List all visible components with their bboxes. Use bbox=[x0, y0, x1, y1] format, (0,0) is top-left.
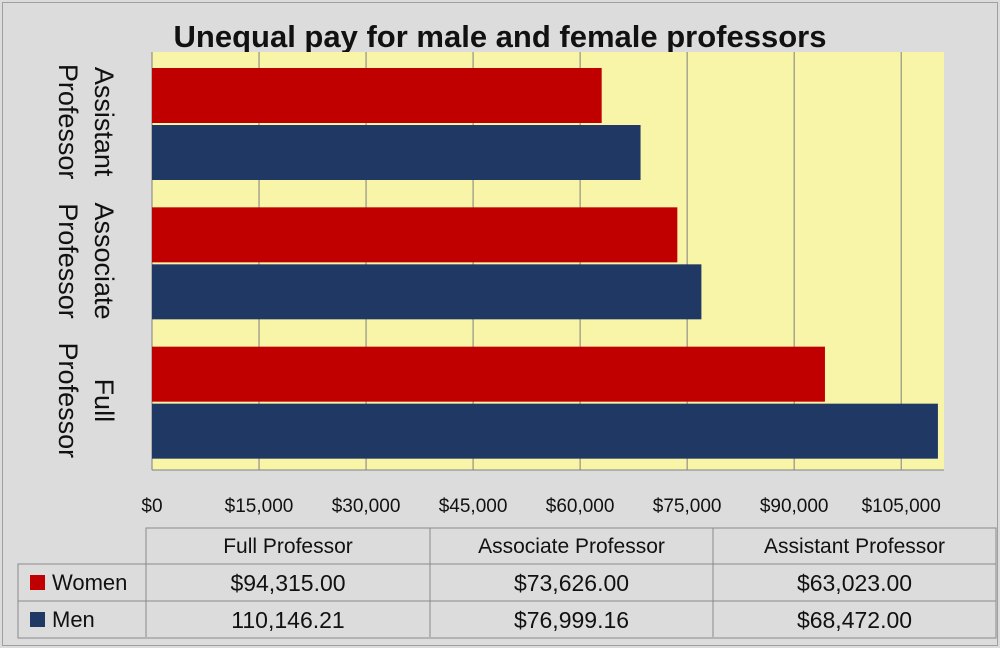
bar-men bbox=[152, 264, 702, 320]
y-category-label: Professor bbox=[53, 64, 83, 180]
table-cell: $94,315.00 bbox=[230, 570, 345, 596]
x-tick-label: $30,000 bbox=[332, 496, 401, 517]
bar-women bbox=[152, 68, 602, 123]
table-header: Assistant Professor bbox=[764, 535, 945, 558]
table-cell: $68,472.00 bbox=[797, 607, 912, 633]
bar-women bbox=[152, 207, 678, 263]
legend-label: Women bbox=[52, 570, 127, 595]
bar-women bbox=[152, 346, 825, 402]
table-cell: $73,626.00 bbox=[514, 570, 629, 596]
bar-men bbox=[152, 403, 938, 459]
x-tick-label: $15,000 bbox=[225, 496, 294, 517]
y-category-label: Full bbox=[89, 379, 119, 423]
bar-men bbox=[152, 125, 641, 180]
y-category-label: Professor bbox=[53, 343, 83, 459]
legend-swatch-men bbox=[30, 612, 45, 627]
x-tick-label: $0 bbox=[141, 496, 162, 517]
table-cell: $63,023.00 bbox=[797, 570, 912, 596]
table-header: Full Professor bbox=[223, 535, 353, 558]
legend-label: Men bbox=[52, 607, 95, 632]
y-category-label: Professor bbox=[53, 203, 83, 319]
x-tick-label: $75,000 bbox=[653, 496, 722, 517]
x-tick-label: $105,000 bbox=[862, 496, 941, 517]
legend-swatch-women bbox=[30, 575, 45, 590]
y-category-label: Associate bbox=[89, 202, 119, 319]
table-cell: 110,146.21 bbox=[231, 607, 344, 633]
y-category-label: Assistant bbox=[89, 67, 119, 177]
chart-title: Unequal pay for male and female professo… bbox=[174, 19, 827, 54]
table-header: Associate Professor bbox=[478, 535, 665, 558]
table-row bbox=[17, 600, 997, 639]
x-tick-label: $45,000 bbox=[439, 496, 508, 517]
x-tick-label: $90,000 bbox=[760, 496, 829, 517]
x-tick-label: $60,000 bbox=[546, 496, 615, 517]
table-cell: $76,999.16 bbox=[514, 607, 629, 633]
